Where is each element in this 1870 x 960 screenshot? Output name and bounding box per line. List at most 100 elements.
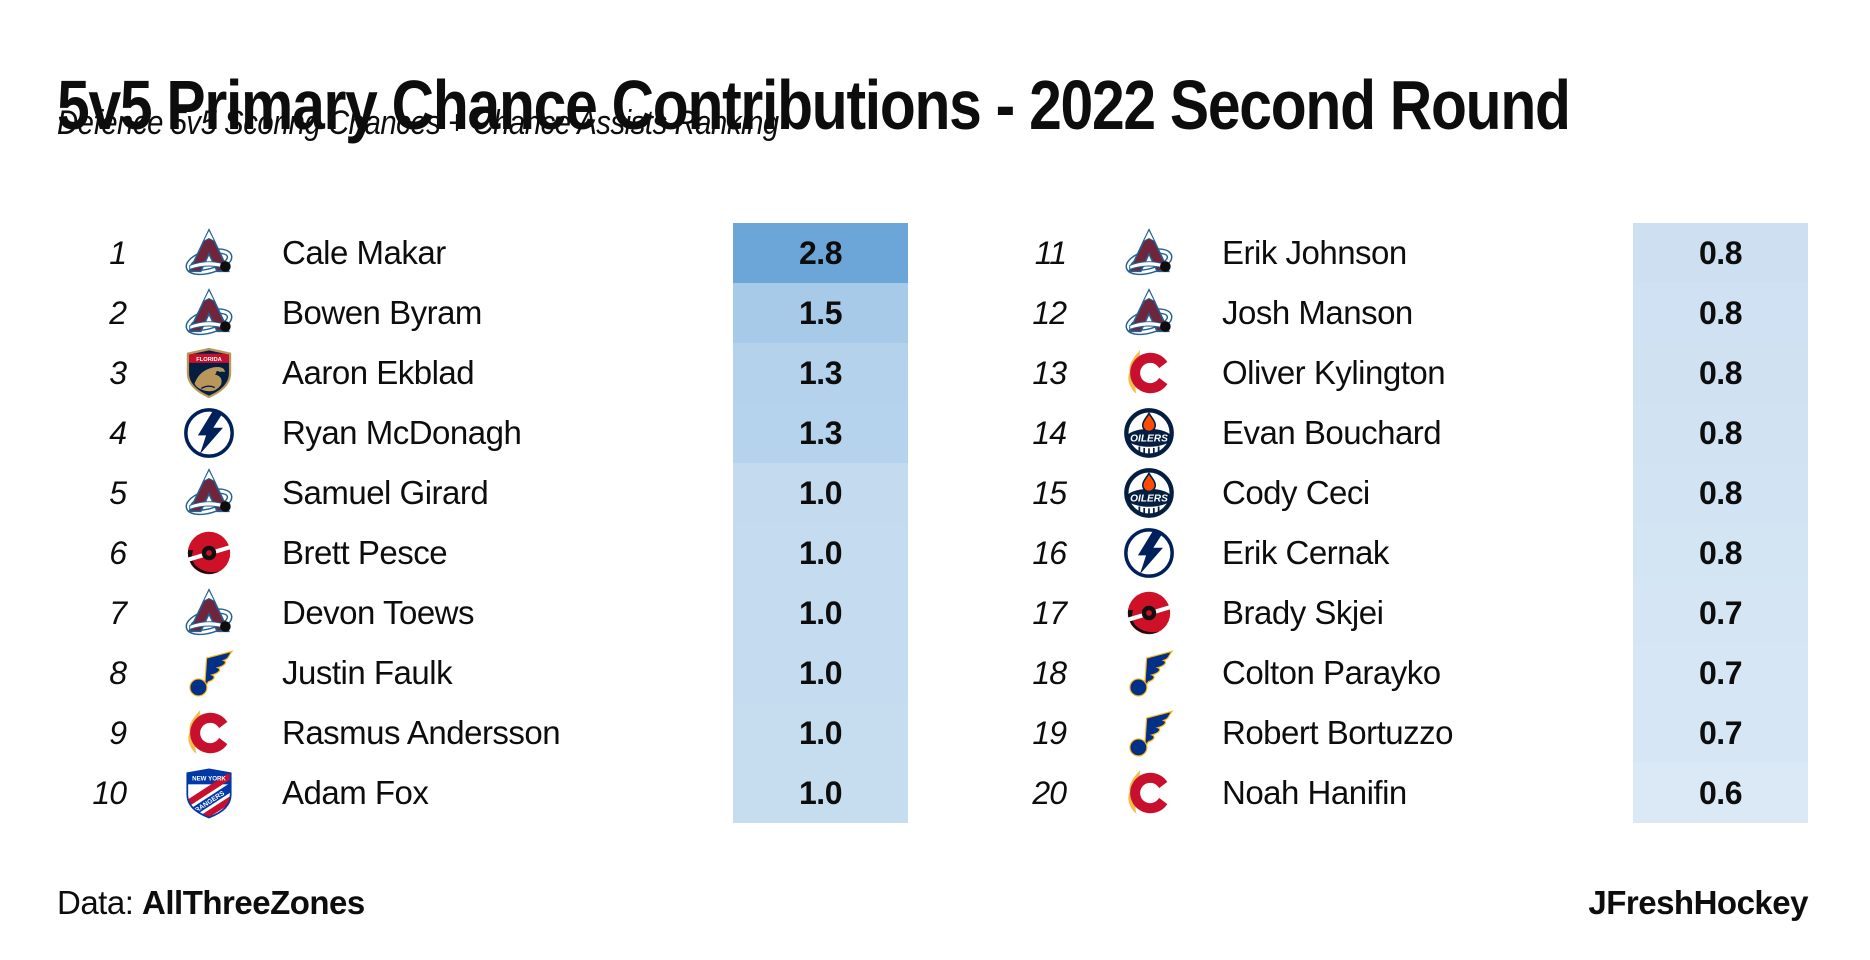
data-source-name: AllThreeZones — [142, 884, 365, 921]
oilers-logo-icon: OILERS — [1124, 468, 1174, 518]
player-name: Bowen Byram — [282, 294, 482, 331]
player-name: Noah Hanifin — [1222, 774, 1407, 811]
svg-text:OILERS: OILERS — [1130, 433, 1168, 444]
player-name: Cody Ceci — [1222, 474, 1370, 511]
ranking-column-right: 11 Erik Johnson 0.8 12 Josh Manson 0.8 1… — [960, 223, 1808, 823]
player-name: Brady Skjei — [1222, 594, 1384, 631]
value-cell: 1.0 — [733, 643, 908, 703]
team-logo-slot — [182, 526, 236, 580]
author-credit: JFreshHockey — [1588, 884, 1808, 921]
table-row: 2 Bowen Byram 1.5 — [60, 283, 908, 343]
blues-logo-icon — [189, 650, 234, 697]
table-row: 10 RANGERS NEW YORK Adam Fox 1.0 — [60, 763, 908, 823]
rank-label: 12 — [1032, 294, 1067, 331]
rank-label: 1 — [109, 234, 127, 271]
table-row: 12 Josh Manson 0.8 — [960, 283, 1808, 343]
avalanche-logo-icon — [1125, 228, 1173, 276]
value-cell: 0.7 — [1633, 703, 1808, 763]
panthers-logo-icon: FLORIDA — [186, 347, 232, 399]
value-cell: 1.0 — [733, 463, 908, 523]
player-name: Oliver Kylington — [1222, 354, 1446, 391]
rank-label: 17 — [1032, 594, 1067, 631]
rank-label: 18 — [1032, 654, 1067, 691]
table-row: 17 Brady Skjei 0.7 — [960, 583, 1808, 643]
value-cell: 1.0 — [733, 583, 908, 643]
value-cell: 0.6 — [1633, 763, 1808, 823]
lightning-logo-icon — [1124, 528, 1174, 578]
data-source-label: Data: — [57, 884, 134, 921]
rank-label: 9 — [109, 714, 127, 751]
rank-label: 10 — [92, 774, 127, 811]
team-logo-slot — [182, 406, 236, 460]
rank-label: 20 — [1032, 774, 1067, 811]
team-logo-slot — [1122, 766, 1176, 820]
flames-logo-icon — [1128, 349, 1168, 394]
team-logo-slot: RANGERS NEW YORK — [182, 766, 236, 820]
rank-label: 2 — [109, 294, 127, 331]
team-logo-slot — [1122, 646, 1176, 700]
table-row: 13 Oliver Kylington 0.8 — [960, 343, 1808, 403]
player-name: Adam Fox — [282, 774, 429, 811]
rank-label: 8 — [109, 654, 127, 691]
player-name: Aaron Ekblad — [282, 354, 475, 391]
team-logo-slot — [182, 466, 236, 520]
team-logo-slot — [182, 646, 236, 700]
table-row: 6 Brett Pesce 1.0 — [60, 523, 908, 583]
avalanche-logo-icon — [1125, 288, 1173, 336]
rank-label: 3 — [109, 354, 127, 391]
team-logo-slot — [1122, 226, 1176, 280]
value-cell: 0.8 — [1633, 523, 1808, 583]
value-cell: 0.8 — [1633, 223, 1808, 283]
rank-label: 16 — [1032, 534, 1067, 571]
rank-label: 6 — [109, 534, 127, 571]
team-logo-slot — [1122, 346, 1176, 400]
value-cell: 0.7 — [1633, 643, 1808, 703]
rank-label: 19 — [1032, 714, 1067, 751]
data-source-credit: Data: AllThreeZones — [57, 884, 365, 922]
rank-label: 7 — [109, 594, 127, 631]
table-row: 20 Noah Hanifin 0.6 — [960, 763, 1808, 823]
table-row: 16 Erik Cernak 0.8 — [960, 523, 1808, 583]
rank-label: 13 — [1032, 354, 1067, 391]
value-cell: 1.0 — [733, 703, 908, 763]
ranking-column-left: 1 Cale Makar 2.8 2 Bowen Byram 1.5 3 — [60, 223, 908, 823]
flames-logo-icon — [1128, 769, 1168, 814]
player-name: Robert Bortuzzo — [1222, 714, 1453, 751]
team-logo-slot — [1122, 586, 1176, 640]
team-logo-slot — [1122, 706, 1176, 760]
rank-label: 5 — [109, 474, 127, 511]
team-logo-slot: FLORIDA — [182, 346, 236, 400]
player-name: Josh Manson — [1222, 294, 1413, 331]
value-cell: 0.7 — [1633, 583, 1808, 643]
blues-logo-icon — [1129, 710, 1174, 757]
flames-logo-icon — [188, 709, 228, 754]
player-name: Justin Faulk — [282, 654, 453, 691]
page-title: 5v5 Primary Chance Contributions - 2022 … — [57, 65, 1571, 144]
team-logo-slot — [182, 286, 236, 340]
team-logo-slot: OILERS — [1122, 466, 1176, 520]
rank-label: 11 — [1034, 234, 1067, 271]
svg-text:OILERS: OILERS — [1130, 493, 1168, 504]
player-name: Erik Johnson — [1222, 234, 1407, 271]
team-logo-slot — [182, 226, 236, 280]
player-name: Evan Bouchard — [1222, 414, 1442, 451]
player-name: Rasmus Andersson — [282, 714, 561, 751]
hurricanes-logo-icon — [1123, 591, 1175, 635]
oilers-logo-icon: OILERS — [1124, 408, 1174, 458]
table-row: 7 Devon Toews 1.0 — [60, 583, 908, 643]
page-subtitle: Defence 5v5 Scoring Chances + Chance Ass… — [57, 104, 779, 142]
table-row: 19 Robert Bortuzzo 0.7 — [960, 703, 1808, 763]
svg-text:NEW YORK: NEW YORK — [192, 775, 226, 782]
player-name: Brett Pesce — [282, 534, 448, 571]
value-cell: 0.8 — [1633, 403, 1808, 463]
table-row: 1 Cale Makar 2.8 — [60, 223, 908, 283]
svg-text:FLORIDA: FLORIDA — [196, 357, 222, 363]
table-row: 18 Colton Parayko 0.7 — [960, 643, 1808, 703]
blues-logo-icon — [1129, 650, 1174, 697]
value-cell: 1.3 — [733, 403, 908, 463]
table-row: 11 Erik Johnson 0.8 — [960, 223, 1808, 283]
rangers-logo-icon: RANGERS NEW YORK — [186, 768, 232, 819]
player-name: Devon Toews — [282, 594, 475, 631]
team-logo-slot: OILERS — [1122, 406, 1176, 460]
table-row: 14 OILERS Evan Bouchard 0.8 — [960, 403, 1808, 463]
